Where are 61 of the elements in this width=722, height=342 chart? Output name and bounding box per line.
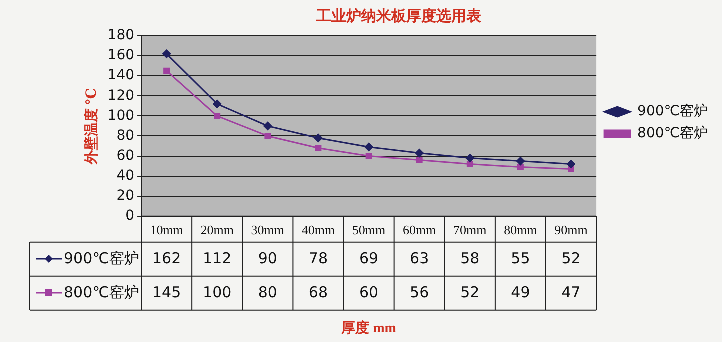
y-tick-label: 120 [108,88,135,104]
x-tick-label: 20mm [200,222,234,238]
y-tick-label: 180 [108,28,135,44]
y-tick-label: 100 [108,108,135,124]
legend-label: 900℃窑炉 [638,104,708,120]
data-label: 162 [152,249,182,268]
point [314,134,323,142]
data-label: 60 [359,283,379,302]
x-tick-label: 70mm [454,222,487,238]
data-label: 68 [308,283,328,302]
x-tick-label: 60mm [402,222,436,238]
point [214,112,221,120]
point [366,153,372,160]
y-tick-label: 80 [116,128,135,144]
y-axis-title: 外壁温度 ℃ [83,88,100,166]
data-label: 90 [258,249,278,268]
data-label: 47 [562,283,581,302]
point [466,154,474,163]
point [162,50,172,58]
y-tick-label: 40 [116,168,135,184]
text: 800℃窑炉 [64,283,140,302]
y-tick-label: 160 [108,48,135,64]
point [517,164,524,171]
data-label: 145 [152,283,182,302]
x-tick-label: 30mm [251,222,285,238]
point [567,160,576,169]
point [466,161,474,168]
data-label: 52 [562,249,581,268]
point [164,68,170,74]
data-label: 56 [410,283,430,302]
x-tick-label: 90mm [554,222,588,238]
data-label: 69 [359,249,379,268]
point [213,100,222,108]
text: 900℃窑炉 [64,249,140,268]
point [415,149,424,158]
y-tick-label: 60 [116,148,135,164]
data-label: 100 [203,283,232,302]
y-tick-label: 140 [108,68,135,84]
data-label: 63 [410,249,430,268]
data-label: 80 [258,283,278,302]
data-label: 78 [308,249,328,268]
point [264,122,272,130]
x-tick-label: 40mm [302,222,336,238]
data-label: 49 [511,283,530,302]
legend-label: 800℃窑炉 [638,126,708,142]
point [516,157,525,166]
y-tick-label: 0 [126,208,135,224]
y-tick-label: 20 [116,188,135,204]
data-label: 52 [460,283,480,302]
point [364,142,374,152]
data-label: 112 [203,249,232,268]
x-tick-label: 10mm [150,222,184,238]
x-tick-label: 80mm [504,222,538,238]
point [264,133,272,140]
point [416,157,423,164]
text: 厚度 mm [340,319,397,336]
data-label: 55 [511,249,530,268]
chart-title: 工业炉纳米板厚度选用表 [316,6,482,25]
point [315,145,322,152]
x-tick-label: 50mm [352,222,386,238]
data-label: 58 [460,249,480,268]
